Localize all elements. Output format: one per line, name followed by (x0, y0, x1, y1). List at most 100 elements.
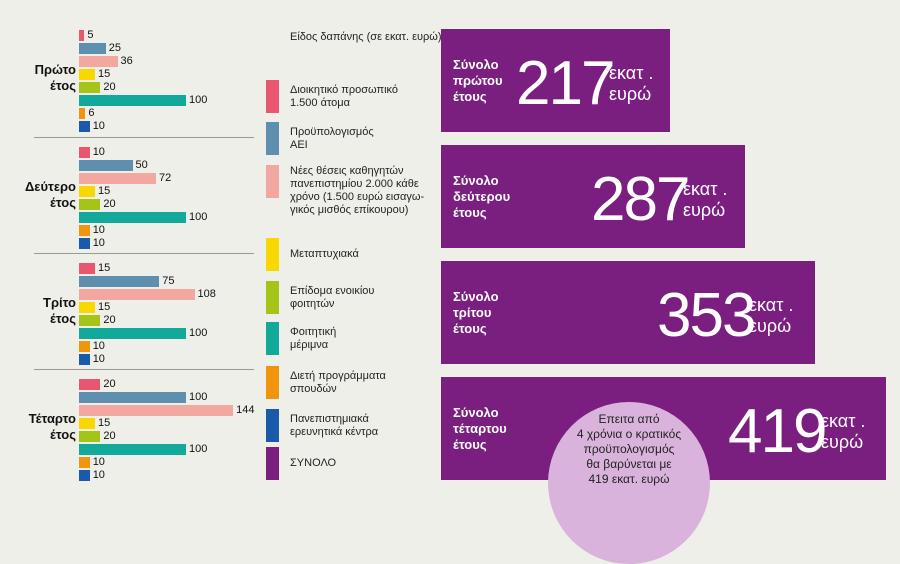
bar-value-label: 72 (159, 172, 172, 184)
bar-value-label: 15 (98, 417, 111, 429)
bar-value-label: 20 (103, 430, 116, 442)
bar (79, 341, 90, 352)
total-label: Σύνολο τέταρτου έτους (453, 405, 507, 452)
bar (79, 392, 186, 403)
group-separator (34, 369, 254, 370)
total-unit: εκατ . ευρώ (821, 411, 866, 452)
bar-value-label: 15 (98, 262, 111, 274)
bar (79, 30, 85, 41)
bar (79, 289, 195, 300)
bar-value-label: 10 (92, 237, 105, 249)
bar (79, 43, 106, 54)
bar (79, 173, 157, 184)
legend-label: Φοιτητική μέριμνα (290, 326, 337, 351)
bar-value-label: 100 (189, 443, 208, 455)
bar-value-label: 10 (92, 340, 105, 352)
bar (79, 263, 96, 274)
bar (79, 95, 186, 106)
total-value: 217 (516, 49, 615, 118)
bar-value-label: 144 (236, 404, 255, 416)
summary-bubble: Επειτα από 4 χρόνια ο κρατικός προϋπολογ… (548, 402, 710, 564)
bar-value-label: 100 (189, 327, 208, 339)
group-separator (34, 253, 254, 254)
bar (79, 225, 90, 236)
legend-swatch (266, 447, 279, 480)
bar (79, 186, 96, 197)
total-label: Σύνολο δεύτερου έτους (453, 173, 511, 220)
bar-value-label: 10 (92, 456, 105, 468)
group-label: Τρίτο έτος (43, 295, 76, 326)
bar (79, 147, 90, 158)
bar (79, 354, 90, 365)
legend-swatch (266, 122, 279, 155)
bar-value-label: 20 (103, 378, 116, 390)
bar (79, 431, 101, 442)
bar-value-label: 100 (189, 94, 208, 106)
bar (79, 199, 101, 210)
bar-value-label: 75 (162, 275, 175, 287)
bar (79, 418, 96, 429)
bar (79, 108, 86, 119)
bar (79, 328, 186, 339)
bar-value-label: 6 (88, 107, 95, 119)
bar-value-label: 10 (92, 469, 105, 481)
legend-swatch (266, 366, 279, 399)
total-box: Σύνολο τρίτου έτους 353 εκατ . ευρώ (441, 261, 815, 364)
bar-value-label: 15 (98, 301, 111, 313)
legend-label: Διετή προγράμματα σπουδών (290, 370, 386, 395)
total-unit: εκατ . ευρώ (749, 295, 794, 336)
bar-value-label: 15 (98, 185, 111, 197)
total-unit: εκατ . ευρώ (609, 63, 654, 104)
bar-value-label: 25 (108, 42, 121, 54)
infographic: Πρώτο έτος 5 25 36 15 20 100 6 10 Δεύτερο έτος 10 50 7… (24, 29, 886, 564)
total-unit: εκατ . ευρώ (683, 179, 728, 220)
legend-label: Επίδομα ενοικίου φοιτητών (290, 285, 375, 310)
total-value: 287 (591, 165, 690, 234)
legend-swatch (266, 238, 279, 271)
bar (79, 315, 101, 326)
bar (79, 238, 90, 249)
bar-value-label: 10 (92, 224, 105, 236)
bar-value-label: 100 (189, 211, 208, 223)
group-separator (34, 137, 254, 138)
bar-value-label: 50 (135, 159, 148, 171)
total-label: Σύνολο τρίτου έτους (453, 289, 499, 336)
legend-label: Προϋπολογισμός ΑΕΙ (290, 126, 374, 151)
legend-title: Είδος δαπάνης (σε εκατ. ευρώ) (290, 31, 442, 43)
bar (79, 212, 186, 223)
bar-value-label: 15 (98, 68, 111, 80)
bar-value-label: 10 (92, 120, 105, 132)
bar (79, 56, 118, 67)
group-label: Δεύτερο έτος (24, 179, 76, 210)
bar-value-label: 10 (92, 146, 105, 158)
total-box: Σύνολο δεύτερου έτους 287 εκατ . ευρώ (441, 145, 745, 248)
bar (79, 379, 101, 390)
bar-value-label: 20 (103, 314, 116, 326)
legend-label: Μεταπτυχιακά (290, 248, 359, 260)
summary-bubble-text: Επειτα από 4 χρόνια ο κρατικός προϋπολογ… (576, 412, 682, 486)
total-value: 353 (657, 281, 756, 350)
bar-value-label: 36 (120, 55, 133, 67)
bar (79, 82, 101, 93)
bar-value-label: 100 (189, 391, 208, 403)
bar (79, 444, 186, 455)
bar (79, 405, 234, 416)
bar-value-label: 20 (103, 198, 116, 210)
bar (79, 121, 90, 132)
bar (79, 302, 96, 313)
legend-swatch (266, 322, 279, 355)
bar (79, 160, 133, 171)
bar-value-label: 10 (92, 353, 105, 365)
legend-swatch (266, 409, 279, 442)
legend-swatch (266, 281, 279, 314)
legend-swatch (266, 80, 279, 113)
total-label: Σύνολο πρώτου έτους (453, 57, 503, 104)
bar (79, 69, 96, 80)
group-label: Τέταρτο έτος (28, 411, 76, 442)
legend-label: Πανεπιστημιακά ερευνητικά κέντρα (290, 413, 379, 438)
bar (79, 276, 160, 287)
bar (79, 470, 90, 481)
group-label: Πρώτο έτος (34, 62, 76, 93)
bar-value-label: 20 (103, 81, 116, 93)
legend-swatch (266, 165, 279, 198)
